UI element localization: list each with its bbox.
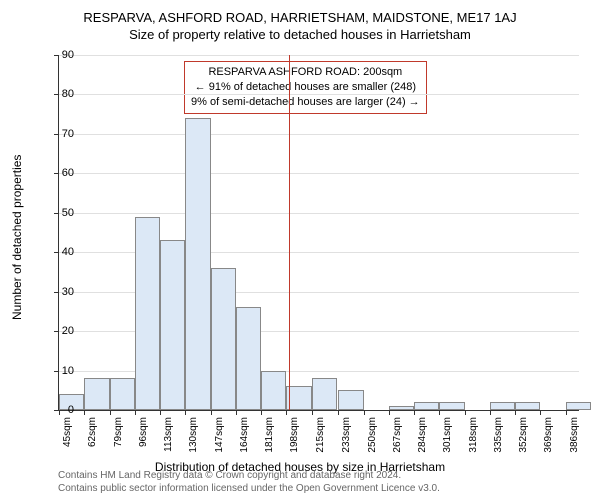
xtick-mark: [160, 410, 161, 415]
xtick-label: 369sqm: [543, 417, 554, 453]
ytick-label: 60: [44, 167, 74, 179]
histogram-bar: [110, 378, 135, 410]
gridline: [59, 213, 579, 214]
xtick-mark: [135, 410, 136, 415]
xtick-label: 147sqm: [214, 417, 225, 453]
annotation-line-1: RESPARVA ASHFORD ROAD: 200sqm: [191, 65, 420, 80]
ytick-label: 80: [44, 88, 74, 100]
xtick-label: 233sqm: [341, 417, 352, 453]
xtick-label: 301sqm: [442, 417, 453, 453]
xtick-label: 181sqm: [264, 417, 275, 453]
xtick-label: 113sqm: [163, 417, 174, 452]
histogram-bar: [439, 402, 464, 410]
histogram-bar: [84, 378, 109, 410]
histogram-bar: [211, 268, 236, 410]
xtick-mark: [236, 410, 237, 415]
footer-line-1: Contains HM Land Registry data © Crown c…: [58, 469, 440, 482]
gridline: [59, 55, 579, 56]
xtick-label: 45sqm: [62, 417, 73, 447]
xtick-mark: [185, 410, 186, 415]
histogram-bar: [490, 402, 515, 410]
plot-area: RESPARVA ASHFORD ROAD: 200sqm ← 91% of d…: [58, 55, 579, 411]
xtick-mark: [540, 410, 541, 415]
xtick-mark: [389, 410, 390, 415]
xtick-mark: [515, 410, 516, 415]
histogram-bar: [185, 118, 210, 410]
histogram-bar: [566, 402, 591, 410]
xtick-label: 215sqm: [315, 417, 326, 453]
histogram-bar: [414, 402, 439, 410]
reference-line: [289, 55, 290, 410]
histogram-bar: [338, 390, 363, 410]
xtick-mark: [338, 410, 339, 415]
xtick-label: 284sqm: [417, 417, 428, 453]
footer-line-2: Contains public sector information licen…: [58, 482, 440, 495]
xtick-label: 267sqm: [392, 417, 403, 453]
xtick-mark: [110, 410, 111, 415]
xtick-label: 164sqm: [239, 417, 250, 453]
ytick-label: 20: [44, 325, 74, 337]
xtick-label: 250sqm: [367, 417, 378, 453]
ytick-label: 10: [44, 365, 74, 377]
sub-title: Size of property relative to detached ho…: [0, 25, 600, 42]
annotation-line-2: ← 91% of detached houses are smaller (24…: [191, 80, 420, 95]
xtick-mark: [286, 410, 287, 415]
xtick-label: 352sqm: [518, 417, 529, 453]
ytick-label: 70: [44, 128, 74, 140]
xtick-mark: [84, 410, 85, 415]
xtick-label: 335sqm: [493, 417, 504, 453]
chart-container: RESPARVA, ASHFORD ROAD, HARRIETSHAM, MAI…: [0, 0, 600, 500]
footer-text: Contains HM Land Registry data © Crown c…: [58, 469, 440, 495]
ytick-label: 0: [44, 404, 74, 416]
ytick-label: 30: [44, 286, 74, 298]
histogram-bar: [160, 240, 185, 410]
histogram-bar: [312, 378, 337, 410]
xtick-label: 198sqm: [289, 417, 300, 453]
main-title: RESPARVA, ASHFORD ROAD, HARRIETSHAM, MAI…: [0, 0, 600, 25]
xtick-mark: [465, 410, 466, 415]
xtick-mark: [261, 410, 262, 415]
y-axis-label: Number of detached properties: [10, 155, 24, 320]
xtick-mark: [312, 410, 313, 415]
gridline: [59, 134, 579, 135]
histogram-bar: [261, 371, 286, 410]
ytick-label: 40: [44, 246, 74, 258]
histogram-bar: [515, 402, 540, 410]
gridline: [59, 94, 579, 95]
xtick-label: 386sqm: [569, 417, 580, 453]
xtick-mark: [566, 410, 567, 415]
xtick-label: 79sqm: [113, 417, 124, 447]
xtick-mark: [211, 410, 212, 415]
xtick-label: 318sqm: [468, 417, 479, 453]
xtick-mark: [364, 410, 365, 415]
annotation-line-3: 9% of semi-detached houses are larger (2…: [191, 95, 420, 110]
annotation-box: RESPARVA ASHFORD ROAD: 200sqm ← 91% of d…: [184, 61, 427, 114]
histogram-bar: [236, 307, 261, 410]
histogram-bar: [135, 217, 160, 410]
histogram-bar: [389, 406, 414, 410]
xtick-mark: [439, 410, 440, 415]
xtick-label: 62sqm: [87, 417, 98, 447]
ytick-label: 50: [44, 207, 74, 219]
gridline: [59, 173, 579, 174]
xtick-label: 130sqm: [188, 417, 199, 453]
xtick-mark: [490, 410, 491, 415]
ytick-label: 90: [44, 49, 74, 61]
xtick-mark: [414, 410, 415, 415]
xtick-label: 96sqm: [138, 417, 149, 447]
